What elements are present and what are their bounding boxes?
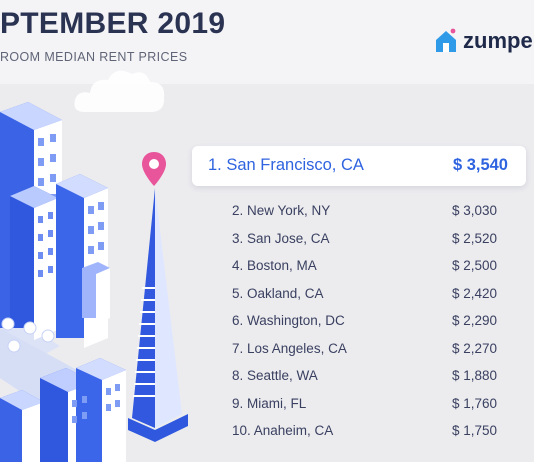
list-item: 9. Miami, FL $ 1,760 [232, 391, 497, 419]
list-item: 5. Oakland, CA $ 2,420 [232, 281, 497, 309]
list-item: 10. Anaheim, CA $ 1,750 [232, 418, 497, 446]
city-label: 3. San Jose, CA [232, 230, 330, 246]
list-item: 7. Los Angeles, CA $ 2,270 [232, 336, 497, 364]
city-label: 9. Miami, FL [232, 395, 307, 411]
city-label: 8. Seattle, WA [232, 368, 318, 383]
list-item: 4. Boston, MA $ 2,500 [232, 253, 497, 281]
city-price: $ 2,420 [451, 285, 497, 301]
city-label: 7. Los Angeles, CA [232, 340, 347, 356]
list-item: 6. Washington, DC $ 2,290 [232, 308, 497, 336]
city-price: $ 2,520 [451, 230, 497, 246]
top-city-price: $ 3,540 [452, 156, 508, 174]
list-item: 2. New York, NY $ 3,030 [232, 198, 497, 226]
city-price: $ 3,030 [451, 203, 497, 218]
city-price: $ 2,290 [451, 313, 497, 328]
top-city-card: 1. San Francisco, CA $ 3,540 [192, 146, 526, 186]
location-pin-icon [142, 152, 166, 186]
header-band: PTEMBER 2019 ROOM MEDIAN RENT PRICES zum… [0, 0, 534, 84]
zumper-logo: zumper [433, 28, 534, 54]
page-subtitle: ROOM MEDIAN RENT PRICES [0, 50, 188, 64]
city-price: $ 2,500 [451, 258, 497, 273]
city-label: 2. New York, NY [232, 203, 331, 218]
logo-text: zumper [463, 28, 534, 53]
city-label: 10. Anaheim, CA [232, 423, 334, 438]
city-price: $ 1,760 [451, 395, 497, 411]
city-label: 6. Washington, DC [232, 313, 345, 328]
city-label: 5. Oakland, CA [232, 285, 324, 301]
city-price: $ 2,270 [451, 340, 497, 356]
city-label: 4. Boston, MA [232, 258, 317, 273]
cloud-illustration [74, 70, 165, 112]
list-item: 8. Seattle, WA $ 1,880 [232, 363, 497, 391]
top-city-label: 1. San Francisco, CA [208, 156, 364, 174]
rankings-list: 2. New York, NY $ 3,030 3. San Jose, CA $ … [232, 198, 497, 446]
city-price: $ 1,750 [451, 423, 497, 438]
page-title: PTEMBER 2019 [0, 7, 226, 40]
city-illustration [0, 102, 188, 462]
list-item: 3. San Jose, CA $ 2,520 [232, 226, 497, 254]
city-price: $ 1,880 [451, 368, 497, 383]
house-icon [436, 28, 456, 52]
